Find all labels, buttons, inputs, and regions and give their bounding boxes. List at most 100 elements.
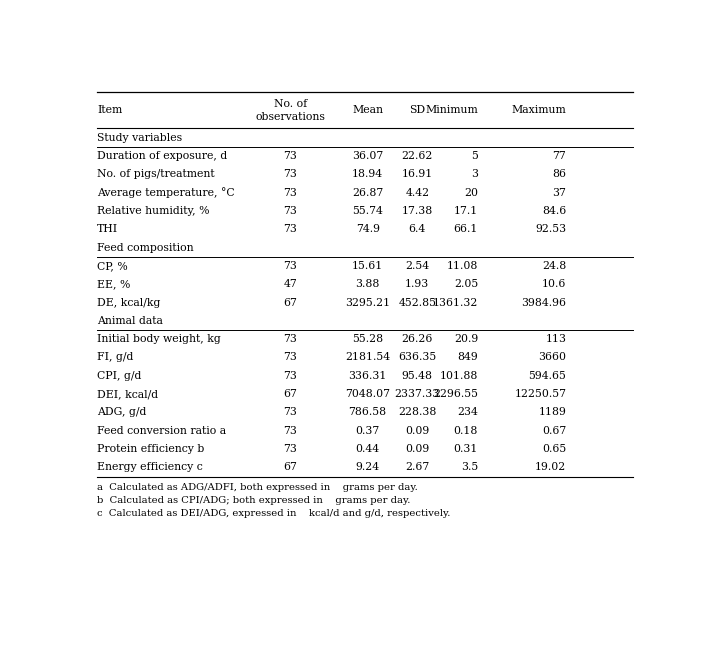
Text: Protein efficiency b: Protein efficiency b	[98, 444, 204, 454]
Text: Item: Item	[98, 106, 122, 115]
Text: 55.28: 55.28	[352, 334, 383, 344]
Text: 2.67: 2.67	[405, 462, 429, 473]
Text: Feed composition: Feed composition	[98, 243, 194, 252]
Text: 20.9: 20.9	[454, 334, 478, 344]
Text: 594.65: 594.65	[528, 371, 566, 381]
Text: 2181.54: 2181.54	[345, 353, 390, 363]
Text: 1189: 1189	[538, 408, 566, 417]
Text: 3660: 3660	[538, 353, 566, 363]
Text: 0.09: 0.09	[405, 444, 429, 454]
Text: 73: 73	[283, 334, 298, 344]
Text: Study variables: Study variables	[98, 132, 182, 143]
Text: 2337.33: 2337.33	[394, 389, 440, 399]
Text: SD: SD	[409, 106, 425, 115]
Text: 18.94: 18.94	[352, 170, 383, 179]
Text: 5: 5	[471, 151, 478, 161]
Text: 0.44: 0.44	[355, 444, 379, 454]
Text: 2.05: 2.05	[454, 279, 478, 289]
Text: 73: 73	[283, 151, 298, 161]
Text: 101.88: 101.88	[439, 371, 478, 381]
Text: 24.8: 24.8	[542, 261, 566, 271]
Text: Duration of exposure, d: Duration of exposure, d	[98, 151, 228, 161]
Text: 67: 67	[283, 297, 298, 308]
Text: EE, %: EE, %	[98, 279, 130, 289]
Text: 0.09: 0.09	[405, 426, 429, 436]
Text: 9.24: 9.24	[355, 462, 379, 473]
Text: 0.37: 0.37	[355, 426, 379, 436]
Text: 17.38: 17.38	[402, 206, 433, 216]
Text: 7048.07: 7048.07	[345, 389, 390, 399]
Text: 15.61: 15.61	[352, 261, 383, 271]
Text: THI: THI	[98, 224, 118, 234]
Text: 73: 73	[283, 426, 298, 436]
Text: 22.62: 22.62	[402, 151, 433, 161]
Text: 66.1: 66.1	[454, 224, 478, 234]
Text: 452.85: 452.85	[398, 297, 436, 308]
Text: 26.87: 26.87	[352, 188, 383, 198]
Text: 849: 849	[457, 353, 478, 363]
Text: 73: 73	[283, 408, 298, 417]
Text: 73: 73	[283, 353, 298, 363]
Text: b  Calculated as CPI/ADG; both expressed in    grams per day.: b Calculated as CPI/ADG; both expressed …	[98, 496, 411, 505]
Text: 3295.21: 3295.21	[345, 297, 390, 308]
Text: 73: 73	[283, 224, 298, 234]
Text: 3.88: 3.88	[355, 279, 379, 289]
Text: 77: 77	[553, 151, 566, 161]
Text: Relative humidity, %: Relative humidity, %	[98, 206, 210, 216]
Text: 636.35: 636.35	[398, 353, 436, 363]
Text: 37: 37	[553, 188, 566, 198]
Text: 84.6: 84.6	[542, 206, 566, 216]
Text: 10.6: 10.6	[542, 279, 566, 289]
Text: Minimum: Minimum	[425, 106, 478, 115]
Text: CP, %: CP, %	[98, 261, 128, 271]
Text: 3984.96: 3984.96	[521, 297, 566, 308]
Text: 2.54: 2.54	[405, 261, 429, 271]
Text: 19.02: 19.02	[535, 462, 566, 473]
Text: 0.18: 0.18	[454, 426, 478, 436]
Text: 17.1: 17.1	[454, 206, 478, 216]
Text: 26.26: 26.26	[402, 334, 433, 344]
Text: 16.91: 16.91	[402, 170, 433, 179]
Text: 67: 67	[283, 389, 298, 399]
Text: 55.74: 55.74	[352, 206, 383, 216]
Text: 2296.55: 2296.55	[433, 389, 478, 399]
Text: 0.65: 0.65	[542, 444, 566, 454]
Text: 73: 73	[283, 188, 298, 198]
Text: DE, kcal/kg: DE, kcal/kg	[98, 297, 161, 308]
Text: 3: 3	[471, 170, 478, 179]
Text: c  Calculated as DEI/ADG, expressed in    kcal/d and g/d, respectively.: c Calculated as DEI/ADG, expressed in kc…	[98, 509, 451, 518]
Text: 234: 234	[457, 408, 478, 417]
Text: 11.08: 11.08	[446, 261, 478, 271]
Text: 786.58: 786.58	[349, 408, 387, 417]
Text: Mean: Mean	[352, 106, 383, 115]
Text: 0.67: 0.67	[542, 426, 566, 436]
Text: 3.5: 3.5	[461, 462, 478, 473]
Text: 86: 86	[553, 170, 566, 179]
Text: 12250.57: 12250.57	[514, 389, 566, 399]
Text: Energy efficiency c: Energy efficiency c	[98, 462, 203, 473]
Text: 67: 67	[283, 462, 298, 473]
Text: 113: 113	[545, 334, 566, 344]
Text: 73: 73	[283, 170, 298, 179]
Text: ADG, g/d: ADG, g/d	[98, 408, 147, 417]
Text: FI, g/d: FI, g/d	[98, 353, 134, 363]
Text: 1.93: 1.93	[405, 279, 429, 289]
Text: DEI, kcal/d: DEI, kcal/d	[98, 389, 158, 399]
Text: Animal data: Animal data	[98, 316, 163, 326]
Text: No. of: No. of	[274, 99, 307, 109]
Text: 73: 73	[283, 206, 298, 216]
Text: 92.53: 92.53	[535, 224, 566, 234]
Text: 47: 47	[283, 279, 298, 289]
Text: observations: observations	[256, 112, 325, 122]
Text: 228.38: 228.38	[398, 408, 436, 417]
Text: 1361.32: 1361.32	[433, 297, 478, 308]
Text: CPI, g/d: CPI, g/d	[98, 371, 142, 381]
Text: No. of pigs/treatment: No. of pigs/treatment	[98, 170, 215, 179]
Text: 6.4: 6.4	[409, 224, 426, 234]
Text: 74.9: 74.9	[356, 224, 379, 234]
Text: Feed conversion ratio a: Feed conversion ratio a	[98, 426, 226, 436]
Text: Maximum: Maximum	[511, 106, 566, 115]
Text: 73: 73	[283, 444, 298, 454]
Text: 336.31: 336.31	[348, 371, 387, 381]
Text: 73: 73	[283, 261, 298, 271]
